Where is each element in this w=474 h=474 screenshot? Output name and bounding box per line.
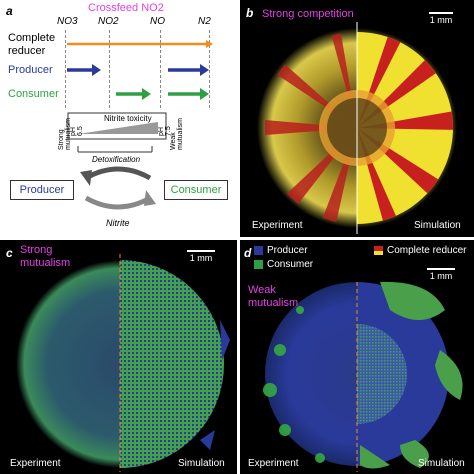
scale-bar: 1 mm: [426, 12, 456, 25]
experiment-label: Experiment: [252, 220, 303, 231]
legend-producer: Producer: [267, 245, 308, 256]
legend-complete-reducer: Complete reducer: [387, 245, 467, 256]
panel-b: b Strong competition 1 mm Experiment Sim…: [240, 0, 474, 237]
nitrogen-n2: N2: [198, 16, 211, 27]
panel-title: Strong competition: [262, 8, 354, 20]
panel-title: Crossfeed NO2: [88, 2, 164, 14]
panel-letter: b: [246, 6, 254, 20]
pathway-arrows: [67, 40, 213, 210]
panel-d: d Producer Consumer Complete reducer Wea…: [240, 240, 474, 474]
panel-letter: a: [6, 4, 13, 18]
panel-title: Strong mutualism: [20, 244, 71, 269]
panel-a: a Crossfeed NO2 NO3 NO2 NO N2 Complete r…: [0, 0, 237, 237]
colony-image-b: [257, 22, 457, 234]
nitrogen-no: NO: [150, 16, 165, 27]
nitrogen-no2: NO2: [98, 16, 119, 27]
panel-title: Weak mutualism: [248, 284, 299, 309]
consumer-box: Consumer: [164, 180, 228, 200]
ph-low-label: pH 6.5: [70, 126, 84, 136]
nitrogen-no3: NO3: [57, 16, 78, 27]
nitrite-cycle-label: Nitrite: [106, 218, 130, 228]
experiment-label: Experiment: [10, 458, 61, 469]
panel-letter: c: [6, 246, 13, 260]
scale-label: 1 mm: [429, 15, 453, 25]
colony-image-d: [254, 246, 463, 472]
divider-dash: [65, 30, 66, 108]
ph-high-label: pH 7.5: [158, 126, 172, 136]
panel-c: c Strong mutualism 1 mm Experiment Simul…: [0, 240, 237, 474]
weak-mutualism-label: Weak mutualism: [170, 118, 184, 150]
toxicity-title: Nitrite toxicity: [104, 114, 152, 123]
divider-dash: [209, 30, 210, 108]
divider-dash: [160, 30, 161, 108]
scale-bar: 1 mm: [424, 268, 458, 281]
simulation-label: Simulation: [414, 220, 461, 231]
colony-image-c: [16, 254, 230, 472]
detox-label: Detoxification: [92, 155, 141, 164]
experiment-label: Experiment: [248, 458, 299, 469]
scale-bar: 1 mm: [184, 250, 218, 263]
row-label-producer: Producer: [8, 64, 53, 76]
row-label-consumer: Consumer: [8, 88, 59, 100]
scale-label: 1 mm: [189, 253, 213, 263]
legend-consumer: Consumer: [267, 259, 314, 270]
row-label-complete-reducer: Complete reducer: [8, 32, 56, 57]
simulation-label: Simulation: [418, 458, 465, 469]
scale-label: 1 mm: [429, 271, 453, 281]
divider-dash: [109, 30, 110, 108]
simulation-label: Simulation: [178, 458, 225, 469]
producer-box: Producer: [10, 180, 74, 200]
panel-letter: d: [244, 246, 252, 260]
